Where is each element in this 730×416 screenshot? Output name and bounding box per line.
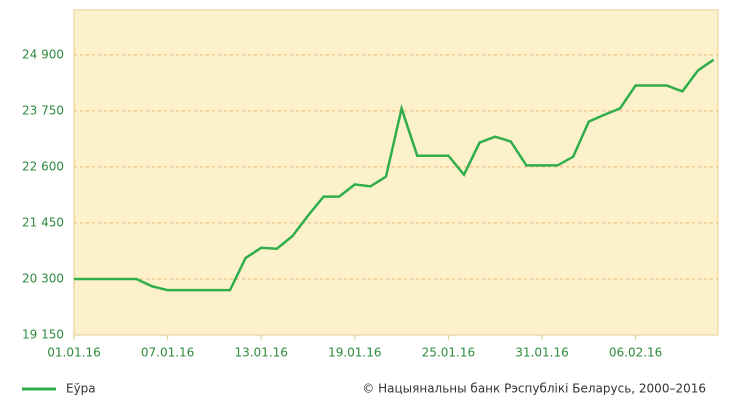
y-tick-label: 21 450: [22, 215, 64, 229]
x-tick-label: 07.01.16: [141, 346, 194, 360]
x-tick-label: 01.01.16: [47, 346, 100, 360]
source: © Нацыянальны банк Рэспублікі Беларусь, …: [362, 382, 706, 396]
y-tick-label: 24 900: [22, 47, 64, 61]
x-tick-label: 13.01.16: [234, 346, 287, 360]
x-tick-label: 19.01.16: [328, 346, 381, 360]
legend-label: Еўра: [66, 382, 96, 396]
x-tick-label: 31.01.16: [515, 346, 568, 360]
x-tick-label: 25.01.16: [422, 346, 475, 360]
x-tick-label: 06.02.16: [609, 346, 662, 360]
y-tick-label: 20 300: [22, 271, 64, 285]
y-tick-label: 22 600: [22, 159, 64, 173]
plot-area: [73, 9, 719, 336]
y-tick-label: 19 150: [22, 328, 64, 342]
line: [74, 58, 715, 292]
y-tick-label: 23 750: [22, 103, 64, 117]
